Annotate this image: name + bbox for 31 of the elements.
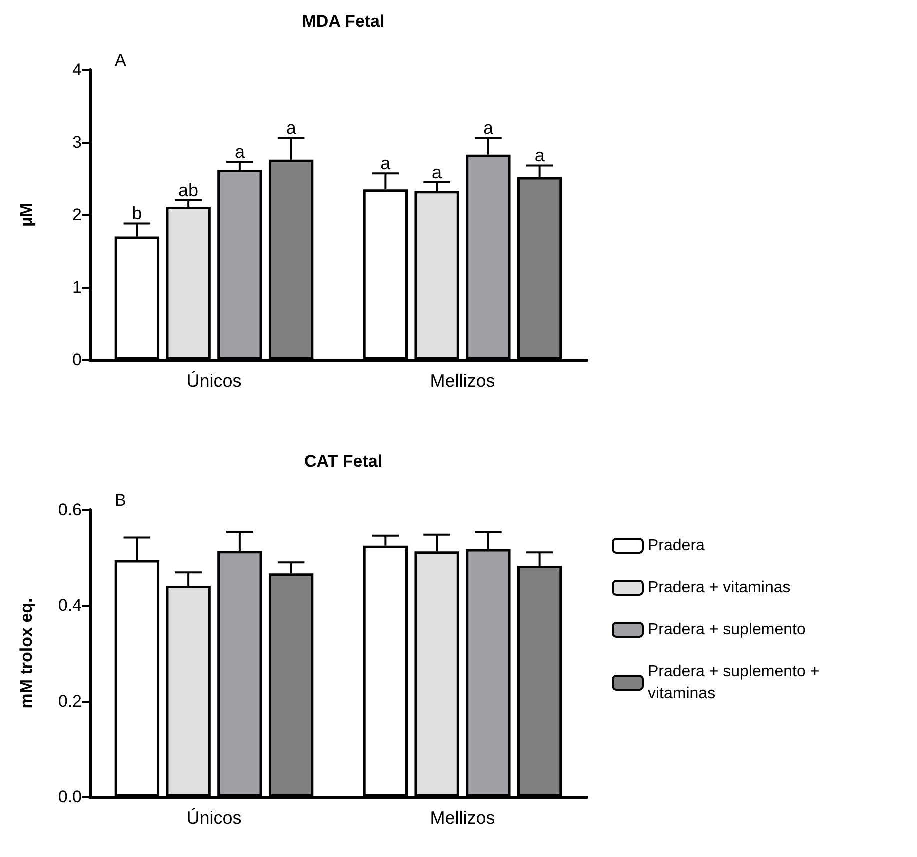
- legend-label: Pradera + suplemento + vitaminas: [648, 664, 820, 702]
- text: A: [115, 51, 127, 70]
- x-tick-label: Mellizos: [430, 371, 496, 391]
- y-tick-label: 2: [72, 206, 82, 224]
- data-label: a: [380, 154, 392, 174]
- x-tick-label: Únicos: [186, 808, 242, 828]
- y-tick-label: 0.0: [58, 788, 82, 806]
- data-label: a: [234, 142, 246, 162]
- legend-label: Pradera + vitaminas: [648, 580, 791, 596]
- y-axis-title: mM trolox eq.: [17, 598, 36, 709]
- data-label: a: [483, 118, 494, 138]
- y-axis-title: µM: [17, 203, 36, 227]
- y-tick-label: 4: [72, 60, 82, 80]
- y-tick-label: 0.4: [58, 596, 82, 616]
- y-tick-label: 0.6: [58, 500, 82, 520]
- y-tick-label: 0.2: [58, 692, 82, 711]
- legend-label: Pradera: [648, 538, 706, 554]
- chart-title: MDA Fetal: [302, 12, 385, 31]
- legend-label: Pradera + suplemento: [648, 622, 806, 638]
- data-label: ab: [178, 180, 199, 200]
- y-tick-label: 3: [72, 133, 82, 152]
- y-tick-label: 0: [72, 350, 82, 370]
- data-label: b: [132, 204, 142, 224]
- text: B: [115, 491, 126, 510]
- x-tick-label: Mellizos: [430, 808, 496, 828]
- y-tick-label: 1: [72, 278, 82, 297]
- data-label: a: [286, 118, 298, 138]
- data-label: a: [534, 146, 546, 166]
- x-tick-label: Únicos: [186, 371, 242, 391]
- chart-title: CAT Fetal: [304, 452, 383, 471]
- data-label: a: [432, 162, 444, 182]
